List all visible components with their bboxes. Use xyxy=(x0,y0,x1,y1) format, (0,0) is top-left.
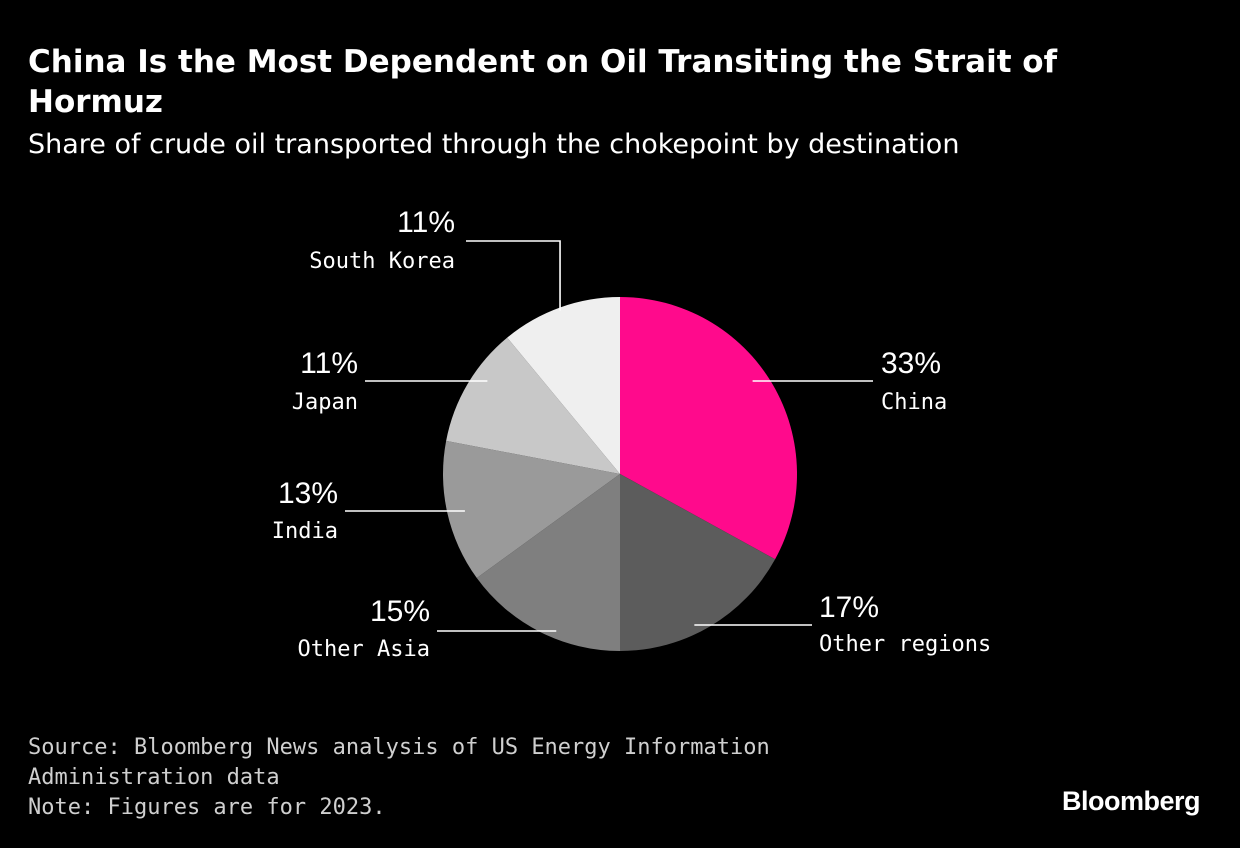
category-label-india: India xyxy=(272,519,338,544)
chart-subtitle: Share of crude oil transported through t… xyxy=(28,129,960,160)
category-label-south-korea: South Korea xyxy=(309,249,455,274)
pie-slice-india xyxy=(442,440,620,579)
category-label-other-regions: Other regions xyxy=(819,632,991,657)
source-line-1: Source: Bloomberg News analysis of US En… xyxy=(28,735,770,760)
leader-line-south-korea xyxy=(466,240,561,311)
data-label-india: 13% xyxy=(278,477,338,510)
category-label-china: China xyxy=(881,390,947,415)
bloomberg-logo: Bloomberg xyxy=(1061,786,1201,816)
category-label-japan: Japan xyxy=(292,390,358,415)
chart-footer: Source: Bloomberg News analysis of US En… xyxy=(28,733,770,823)
data-label-south-korea: 11% xyxy=(397,206,455,239)
pie-slice-other-asia xyxy=(476,474,620,651)
data-label-japan: 11% xyxy=(300,347,358,380)
data-label-other-regions: 17% xyxy=(819,591,879,624)
data-label-china: 33% xyxy=(881,347,941,380)
pie-slice-japan xyxy=(446,337,620,474)
pie-slice-other-regions xyxy=(620,474,776,651)
category-label-other-asia: Other Asia xyxy=(298,637,430,662)
source-line-2: Administration data xyxy=(28,765,280,790)
data-label-other-asia: 15% xyxy=(370,595,430,628)
pie-slice-south-korea xyxy=(507,297,620,474)
pie-slice-china xyxy=(620,297,797,560)
note-line: Note: Figures are for 2023. xyxy=(28,795,386,820)
chart-title: China Is the Most Dependent on Oil Trans… xyxy=(28,44,1058,120)
